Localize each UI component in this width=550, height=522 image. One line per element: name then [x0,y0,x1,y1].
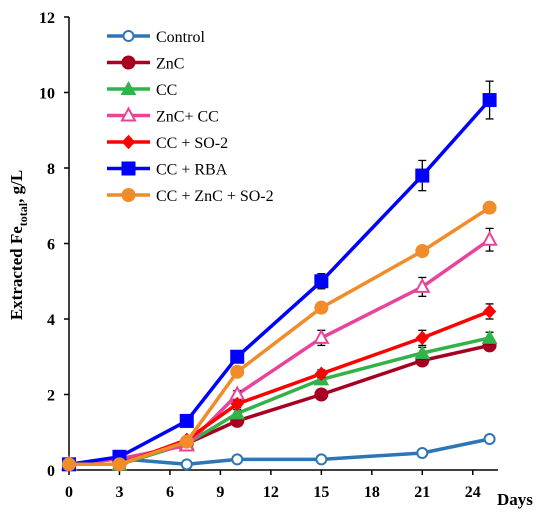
data-point [314,366,329,381]
series-3 [60,227,498,471]
legend-marker [121,161,136,176]
series-line [69,309,491,467]
y-axis-title-suffix: , g/L [7,170,26,203]
data-point [314,387,329,402]
series-4 [62,303,497,472]
series-layer [60,80,498,472]
legend-label: CC + RBA [156,162,228,179]
y-tick-label: 8 [47,161,55,178]
data-point [416,447,429,460]
y-tick-label: 6 [47,237,55,254]
data-point [179,434,194,449]
x-tick-label: 24 [465,484,481,501]
y-tick-label: 0 [47,463,55,480]
legend: Control ZnC CC ZnC+ CC CC + SO-2 CC + RBA CC +… [107,29,274,205]
data-point [482,200,497,215]
data-point [315,453,328,466]
legend-item: CC + ZnC + SO-2 [107,188,274,205]
legend-label: CC [156,82,177,99]
y-tick-label: 4 [47,312,55,329]
legend-marker [120,106,137,122]
data-point [414,344,431,359]
legend-item: CC [107,80,177,99]
data-point [179,413,194,428]
y-axis-title: Extracted Fetotal, g/L [7,170,30,320]
data-point [483,433,496,446]
legend-marker [120,80,137,95]
data-point [314,274,329,289]
x-tick-label: 18 [364,484,380,501]
legend-item: ZnC+ CC [107,106,219,126]
data-point [414,277,431,293]
legend-item: ZnC [107,55,184,73]
legend-label: CC + ZnC + SO-2 [156,188,274,205]
legend-item: Control [107,29,205,46]
x-tick-label: 15 [313,484,329,501]
data-point [482,304,497,319]
y-tick-label: 2 [47,388,55,405]
data-point [230,396,244,412]
legend-marker [122,30,135,42]
x-tick-label: 6 [166,484,174,501]
y-tick-label: 12 [39,10,55,27]
data-point [415,244,430,259]
legend-item: CC + SO-2 [107,134,228,152]
data-point [481,329,498,344]
y-axis-title-subscript: total [16,202,30,226]
y-tick-label: 10 [39,86,55,103]
x-tick-label: 9 [216,484,224,501]
y-axis-title-prefix: Extracted Fe [7,226,26,320]
series-2 [61,329,498,471]
x-tick-label: 0 [65,484,73,501]
legend-label: CC + SO-2 [156,135,228,152]
legend-label: ZnC+ CC [156,109,219,126]
legend-item: CC + RBA [107,161,228,179]
x-tick-label: 12 [263,484,279,501]
data-point [314,300,329,315]
data-point [231,453,244,466]
data-point [415,168,430,183]
data-point [62,457,76,472]
data-point [230,349,245,364]
series-6 [62,200,497,472]
data-point [229,405,246,420]
data-point [481,230,498,246]
legend-marker [121,55,136,70]
data-point [230,364,245,379]
data-point [482,93,497,108]
series-5 [62,80,497,472]
legend-marker [121,134,136,150]
x-axis-title: Days [497,490,533,509]
legend-label: ZnC [156,56,184,73]
x-tick-label: 3 [115,484,123,501]
legend-marker [121,188,136,202]
data-point [180,458,193,471]
data-point [415,330,429,346]
x-tick-label: 21 [414,484,430,501]
legend-label: Control [156,29,205,46]
data-point [112,457,127,472]
data-point [313,328,330,344]
